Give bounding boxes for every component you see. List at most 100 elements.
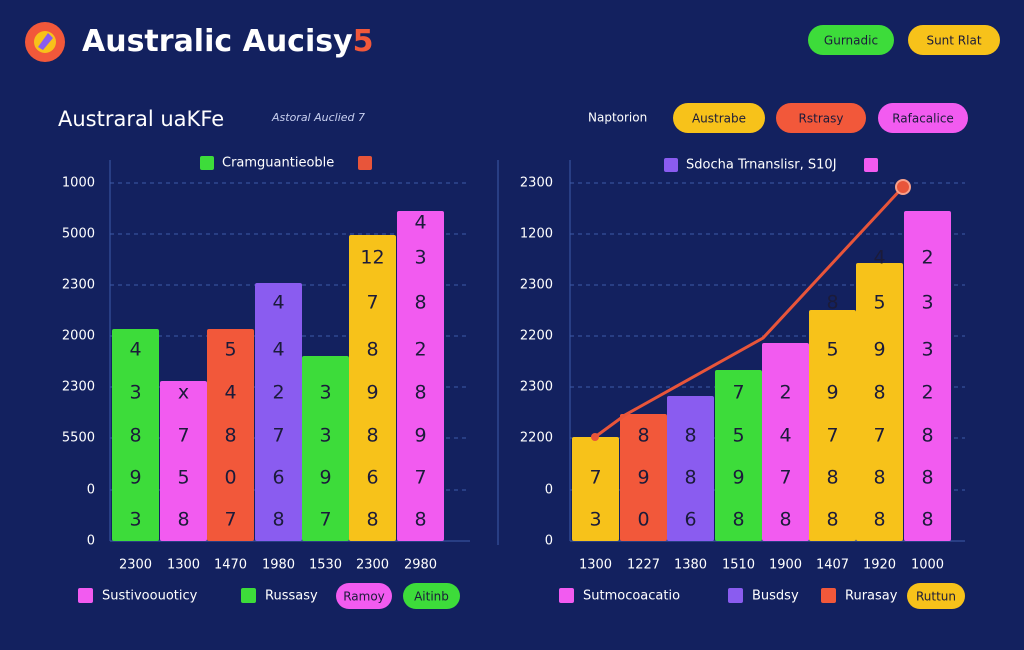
- legend-swatch: [241, 588, 256, 603]
- panel-subtitle: Astoral Auclied 7: [271, 111, 365, 124]
- bar-digit: 0: [224, 467, 236, 489]
- y-axis-label: 2200: [520, 329, 553, 344]
- bar: [160, 381, 207, 541]
- bar-digit: 5: [732, 425, 744, 447]
- y-axis-label: 2300: [520, 176, 553, 191]
- tab-button-label[interactable]: Rafacalice: [892, 112, 954, 126]
- bar-digit: 7: [366, 292, 378, 314]
- legend-button[interactable]: [336, 583, 392, 609]
- tab-button-label[interactable]: Austrabe: [692, 112, 746, 126]
- bar-digit: 7: [224, 509, 236, 531]
- bar-digit: 8: [366, 339, 378, 361]
- y-axis-label: 2300: [62, 278, 95, 293]
- legend-label: Sdocha Trnanslisr, S10J: [686, 158, 837, 173]
- x-axis-label: 1980: [262, 558, 295, 573]
- x-axis-label: 1300: [579, 558, 612, 573]
- tab-button[interactable]: [673, 103, 765, 133]
- legend-label: Busdsy: [752, 589, 799, 604]
- bar-digit: 8: [272, 509, 284, 531]
- bar-digit: 7: [272, 425, 284, 447]
- bar-digit: 2: [921, 382, 933, 404]
- bar-digit: 8: [366, 425, 378, 447]
- tab-button[interactable]: [776, 103, 866, 133]
- x-axis-label: 2300: [356, 558, 389, 573]
- bar-digit: 8: [414, 509, 426, 531]
- trend-line: [594, 185, 905, 439]
- bar-digit: 6: [272, 467, 284, 489]
- legend-swatch: [864, 158, 878, 172]
- bar-digit: 4: [873, 247, 885, 269]
- bar: [397, 211, 444, 541]
- bar-digit: 9: [319, 467, 331, 489]
- legend-button-label[interactable]: Aitinb: [414, 590, 449, 604]
- bar-digit: 8: [414, 292, 426, 314]
- bar-digit: 9: [826, 382, 838, 404]
- x-axis-label: 1510: [722, 558, 755, 573]
- legend-swatch: [358, 156, 372, 170]
- x-axis-label: 1000: [911, 558, 944, 573]
- bar-digit: 8: [366, 509, 378, 531]
- bar-digit: 2: [779, 382, 791, 404]
- bar: [809, 310, 856, 541]
- y-axis-label: 2300: [62, 380, 95, 395]
- bar-digit: 7: [873, 425, 885, 447]
- legend-button[interactable]: [907, 583, 965, 609]
- bar-digit: 5: [177, 467, 189, 489]
- legend-swatch: [559, 588, 574, 603]
- bar-digit: 8: [779, 509, 791, 531]
- bar-digit: 4: [272, 339, 284, 361]
- bar-digit: 8: [224, 425, 236, 447]
- bar-digit: 3: [319, 382, 331, 404]
- content: Gurnadic Sunt Rlat Austraral uaKFe Astoral …: [58, 25, 1000, 609]
- bar-digit: 8: [684, 425, 696, 447]
- bar-digit: 8: [921, 425, 933, 447]
- tab-button[interactable]: [878, 103, 968, 133]
- legend-label: Sustivoouoticy: [102, 589, 198, 604]
- header-button-label[interactable]: Gurnadic: [824, 34, 878, 48]
- y-axis-label: 0: [545, 534, 553, 549]
- bar: [715, 370, 762, 541]
- y-axis-label: 2300: [520, 278, 553, 293]
- legend-button-label[interactable]: Ruttun: [916, 590, 956, 604]
- bar: [349, 235, 396, 541]
- bar-digit: 8: [826, 509, 838, 531]
- bar-digit: 7: [732, 382, 744, 404]
- bar-digit: 4: [272, 292, 284, 314]
- bar: [762, 343, 809, 541]
- legend-swatch: [78, 588, 93, 603]
- bar-digit: 3: [921, 292, 933, 314]
- legend-label: Cramguantieoble: [222, 156, 334, 171]
- app-title: Australic Aucisy5: [82, 24, 374, 59]
- bar-digit: 7: [414, 467, 426, 489]
- legend-swatch: [200, 156, 214, 170]
- tabs-label: Naptorion: [588, 111, 647, 125]
- legend-swatch: [728, 588, 743, 603]
- bar-digit: 3: [921, 339, 933, 361]
- bar-digit: 8: [732, 509, 744, 531]
- bar-digit: 6: [684, 509, 696, 531]
- x-axis-label: 1470: [214, 558, 247, 573]
- y-axis-label: 0: [87, 534, 95, 549]
- legend-label: Rurasay: [845, 589, 898, 604]
- bar-digit: 3: [319, 425, 331, 447]
- legend-button-label[interactable]: Ramoy: [343, 590, 385, 604]
- bar-digit: 2: [414, 339, 426, 361]
- bar-digit: 8: [684, 467, 696, 489]
- bar-digit: 0: [637, 509, 649, 531]
- legend-label: Sutmocoacatio: [583, 589, 680, 604]
- bar-digit: 9: [129, 467, 141, 489]
- legend-button[interactable]: [403, 583, 460, 609]
- bar: [255, 283, 302, 541]
- tab-button-label[interactable]: Rstrasy: [799, 112, 844, 126]
- bar-digit: 8: [921, 467, 933, 489]
- header-button[interactable]: [808, 25, 894, 55]
- x-axis-label: 1227: [627, 558, 660, 573]
- x-axis-label: 2300: [119, 558, 152, 573]
- header-button[interactable]: [908, 25, 1000, 55]
- bar-digit: 9: [366, 382, 378, 404]
- bar: [904, 211, 951, 541]
- header-button-label[interactable]: Sunt Rlat: [926, 34, 981, 48]
- bar-digit: x: [178, 382, 189, 404]
- x-axis-label: 2980: [404, 558, 437, 573]
